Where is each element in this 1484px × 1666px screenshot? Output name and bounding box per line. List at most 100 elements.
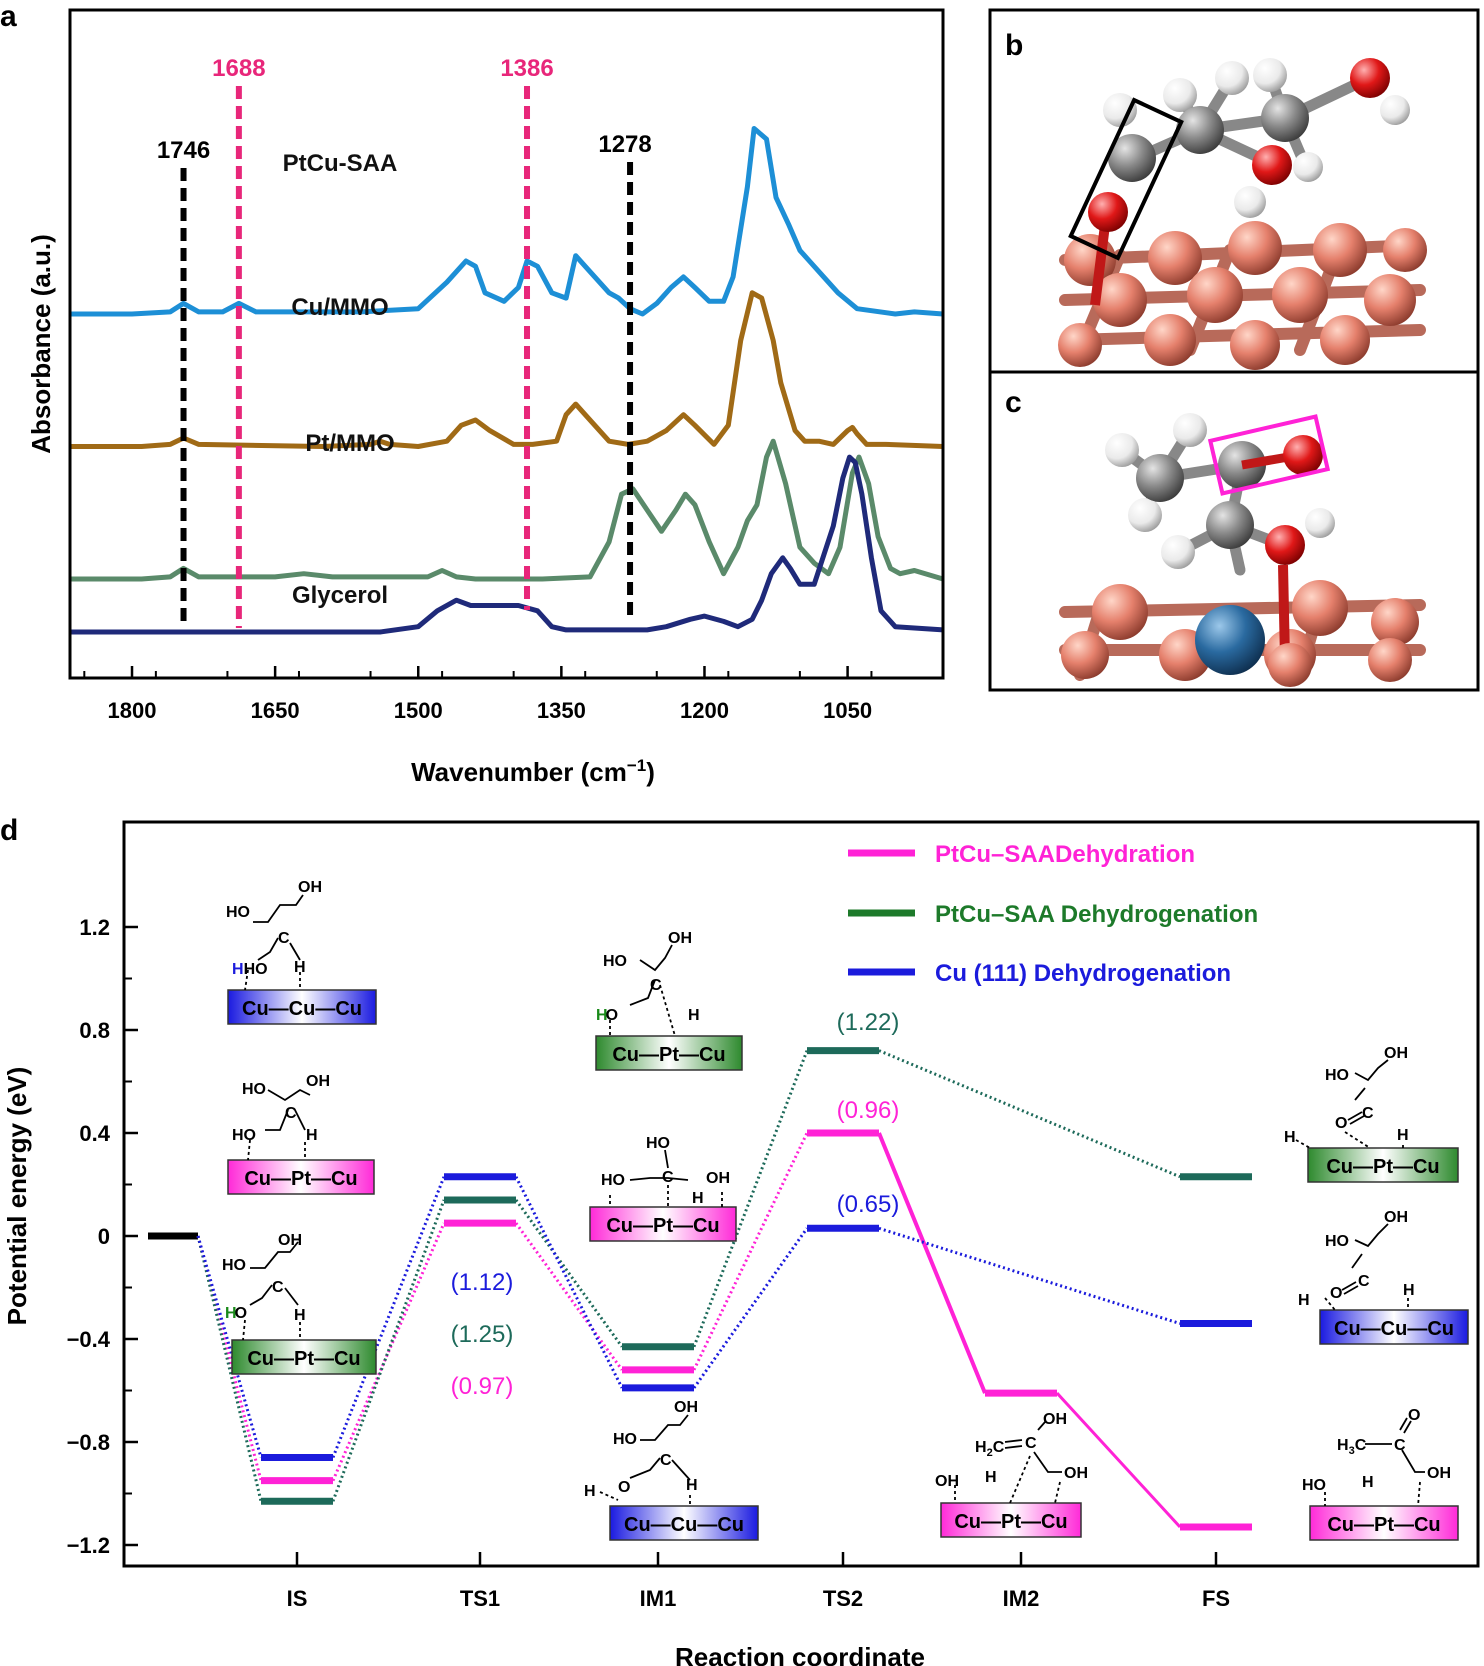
connector-line	[514, 1222, 624, 1371]
structure-label: C	[285, 1105, 297, 1122]
structure-label: HO	[222, 1257, 246, 1274]
surface-label: Cu—Pt—Cu	[244, 1168, 357, 1190]
cu-pt-cu-surface-bar	[595, 1035, 743, 1071]
c-atom	[1176, 106, 1224, 154]
structure-label: HO	[1325, 1067, 1349, 1084]
barrier-labels: (1.12) (1.25) (0.97) (1.22) (0.96) (0.65…	[451, 1009, 900, 1400]
structure-label: OH	[1427, 1465, 1451, 1482]
structure-label: O	[1408, 1407, 1420, 1424]
cu-pt-cu-surface-bar	[231, 1339, 377, 1375]
c-atom	[1206, 501, 1254, 549]
x-tick-label: IS	[287, 1586, 308, 1611]
structure-label: HO	[613, 1431, 637, 1448]
cu-cu-cu-surface-bar	[227, 989, 377, 1025]
series-line-cu-mmo	[70, 290, 944, 449]
structure-label: HHO	[232, 961, 268, 978]
structure-label: C	[272, 1279, 284, 1296]
carbonyl-highlight-box	[1207, 414, 1331, 496]
structure-fs-pt-dehydrogenation: Cu—Pt—Cu OH HO O C H H	[1284, 1045, 1459, 1183]
cu-pt-cu-surface-bar	[1307, 1147, 1459, 1183]
y-tick-label: 0.4	[79, 1121, 110, 1146]
h-atom	[1380, 95, 1410, 125]
connector-line	[331, 1176, 446, 1459]
structure-label: HO	[232, 1127, 256, 1144]
legend-dehydration: PtCu–SAADehydration	[935, 841, 1195, 868]
panel-d-y-label: Potential energy (eV)	[2, 1067, 32, 1326]
connector-line	[514, 1176, 624, 1389]
x-tick-label: 1500	[394, 698, 443, 723]
structure-label: OH	[668, 930, 692, 947]
y-tick-label: −0.4	[67, 1327, 111, 1352]
series-line-ptcu-saa	[70, 126, 944, 317]
structure-label: HO	[601, 1172, 625, 1189]
pt-atom	[1195, 605, 1265, 675]
h-atom	[1305, 508, 1335, 538]
surface-label: Cu—Pt—Cu	[954, 1511, 1067, 1533]
h3c-sub: 3	[1349, 1445, 1355, 1457]
o-atom	[1088, 192, 1128, 232]
structure-label-h: H	[1397, 1127, 1409, 1144]
connector-line	[196, 1235, 263, 1458]
hydroxyacetone-model-c	[1105, 413, 1335, 576]
cu-pt-cu-surface-bar	[589, 1206, 737, 1242]
cu-pt-cu-surface-bar	[940, 1502, 1082, 1538]
x-label-sup: −1	[627, 756, 646, 775]
connector-line	[196, 1235, 263, 1502]
barrier-label: (0.96)	[837, 1097, 900, 1124]
cu-pt-cu-surface-bar	[1309, 1505, 1459, 1541]
structure-label: OH	[298, 879, 322, 896]
y-tick-label: 1.2	[79, 915, 110, 940]
legend-cu111-dehydrogenation: Cu (111) Dehydrogenation	[935, 960, 1231, 987]
structure-label: HO	[1302, 1477, 1326, 1494]
panel-d-axes: −1.2 −0.8 −0.4 0 0.4 0.8 1.2 IS TS1 IM1 TS2 IM2 FS	[67, 915, 1231, 1611]
structure-label-h: H	[692, 1190, 704, 1207]
series-label: Cu/MMO	[291, 294, 388, 321]
barrier-label: (0.65)	[837, 1191, 900, 1218]
structure-label-h: H	[1284, 1129, 1296, 1146]
marker-label: 1278	[598, 131, 651, 158]
o-label: O	[235, 1305, 247, 1322]
h2c-c: C	[993, 1439, 1005, 1456]
barrier-label: (1.22)	[837, 1009, 900, 1036]
structure-label-h: H	[686, 1477, 698, 1494]
x-label-close: )	[646, 757, 655, 787]
structure-label: HO	[596, 1007, 618, 1024]
connector-line	[1055, 1392, 1182, 1528]
o-atom	[1265, 525, 1305, 565]
h3c-c: C	[1355, 1437, 1367, 1454]
panel-a-x-axis: 1800 1650 1500 1350 1200 1050	[83, 666, 873, 723]
structure-label: O	[1335, 1115, 1347, 1132]
h-atom	[1128, 498, 1162, 532]
connector-line	[331, 1222, 446, 1482]
h-green: H	[225, 1305, 237, 1322]
connector-line	[878, 1049, 1181, 1179]
panel-a-plot: PtCu-SAA Cu/MMO Pt/MMO Glycerol 1746 1688 1386…	[70, 55, 944, 635]
structure-label: OH	[935, 1473, 959, 1490]
cu-cu-cu-surface-bar	[609, 1505, 759, 1541]
marker-label: 1746	[157, 137, 210, 164]
h-atom	[1163, 78, 1197, 112]
structure-im2: Cu—Pt—Cu H2C C OH OH OH H	[935, 1411, 1088, 1538]
structure-im1-cu: Cu—Cu—Cu OH HO C O H H	[584, 1399, 759, 1541]
series-label: Glycerol	[292, 582, 388, 609]
structure-label-h: H	[1403, 1282, 1415, 1299]
structure-label: HO	[646, 1135, 670, 1152]
panel-d-x-label: Reaction coordinate	[675, 1642, 925, 1666]
structure-label: HO	[226, 904, 250, 921]
structure-label: OH	[1064, 1465, 1088, 1482]
structure-label: H	[306, 1127, 318, 1144]
structure-is-pt-dehydrogenation: Cu—Pt—Cu OH HO C HO H	[222, 1232, 377, 1375]
h-atom	[1293, 152, 1323, 182]
panel-d-legend: PtCu–SAADehydration PtCu–SAA Dehydrogena…	[848, 841, 1258, 987]
structure-label: OH	[706, 1170, 730, 1187]
structure-label: C	[662, 1169, 674, 1186]
x-tick-label: 1200	[680, 698, 729, 723]
structure-label-h: H	[1362, 1474, 1374, 1491]
surface-label: Cu—Pt—Cu	[247, 1348, 360, 1370]
surface-label: Cu—Pt—Cu	[612, 1044, 725, 1066]
h-blue: H	[232, 961, 244, 978]
h-atom	[1173, 413, 1207, 447]
x-tick-label: 1650	[251, 698, 300, 723]
h2c-h: H	[975, 1439, 987, 1456]
marker-label: 1688	[212, 55, 265, 82]
